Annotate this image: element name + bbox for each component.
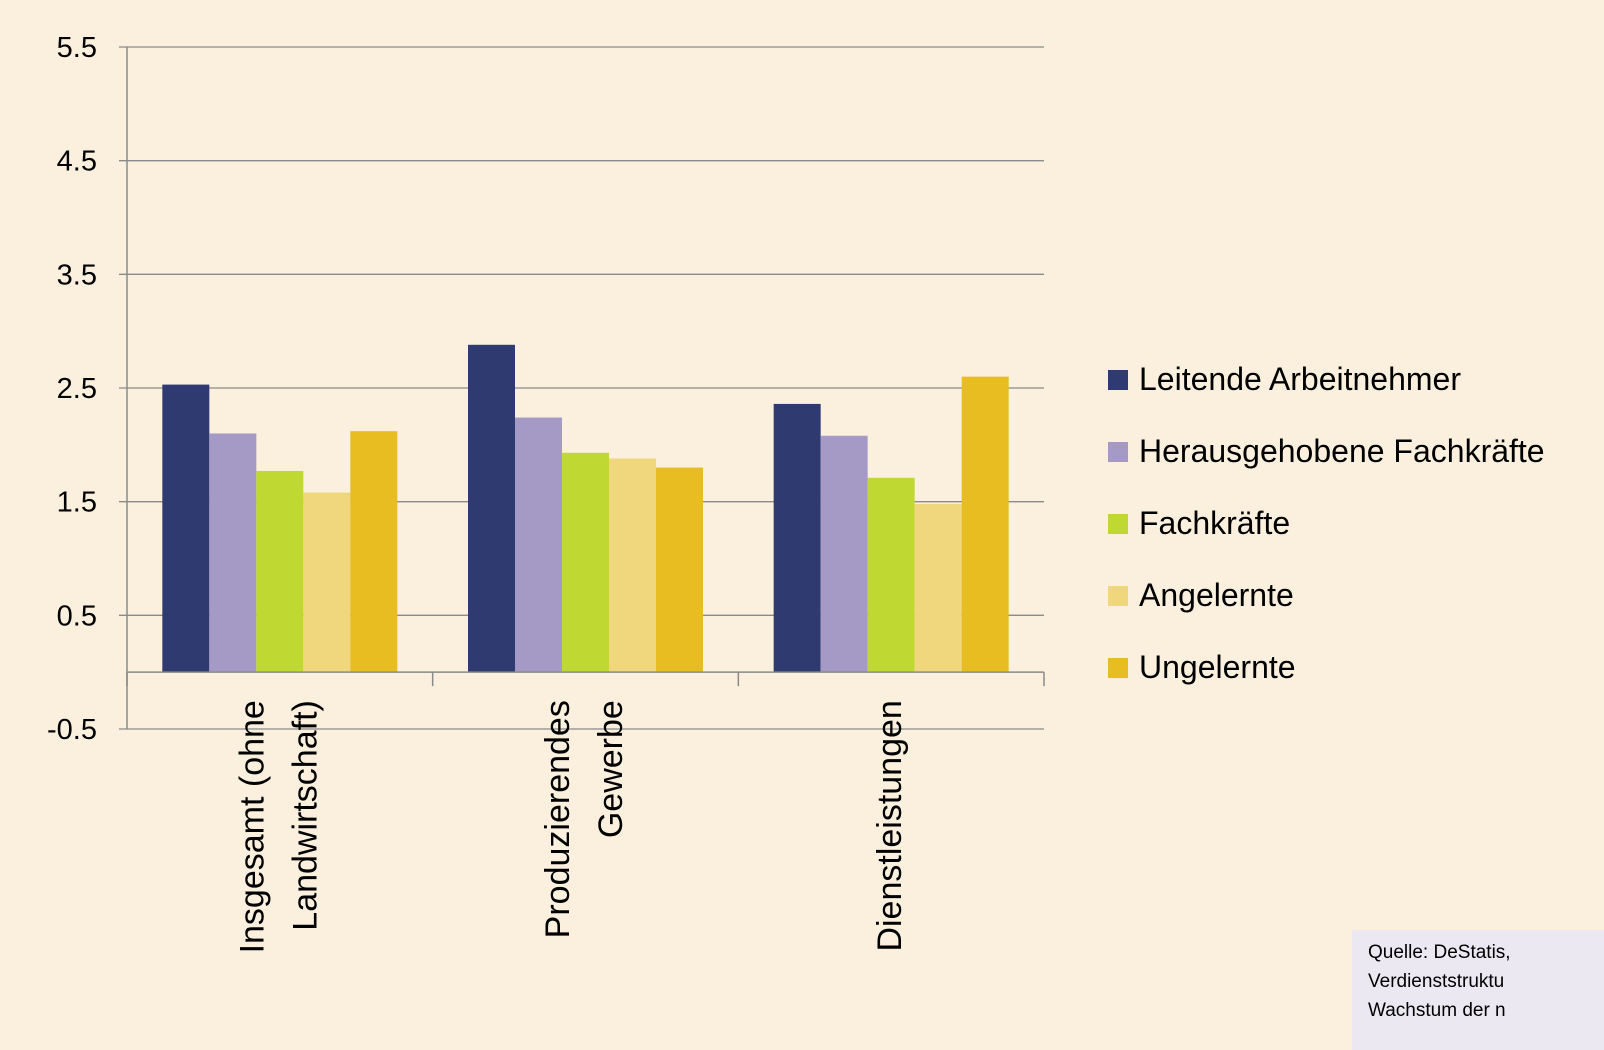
bar: [609, 458, 656, 673]
x-category-label: Landwirtschaft): [286, 700, 324, 931]
y-tick-label: 0.5: [57, 600, 97, 632]
source-line: Verdienststruktu: [1368, 971, 1505, 992]
bar: [656, 467, 703, 673]
legend-label: Angelernte: [1139, 577, 1294, 613]
y-tick-label: 5.5: [57, 32, 97, 64]
y-tick-label: 3.5: [57, 259, 97, 291]
legend-swatch: [1108, 658, 1128, 678]
legend: Leitende Arbeitnehmer Herausgehobene Fach…: [1108, 361, 1545, 685]
bar: [209, 433, 257, 673]
source-line: Wachstum der n: [1368, 1000, 1506, 1021]
y-tick-labels: 5.5 4.5 3.5 2.5 1.5 0.5 -0.5: [47, 32, 97, 746]
bar: [773, 403, 821, 673]
legend-swatch: [1108, 442, 1128, 462]
bar: [515, 417, 562, 673]
legend-swatch: [1108, 370, 1128, 390]
axes: [126, 47, 1045, 729]
x-category-labels: Insgesamt (ohne Landwirtschaft) Produziere…: [233, 700, 909, 953]
bar: [468, 344, 515, 673]
legend-label: Herausgehobene Fachkräfte: [1139, 433, 1545, 469]
legend-label: Leitende Arbeitnehmer: [1139, 361, 1461, 397]
bar: [867, 477, 915, 673]
legend-swatch: [1108, 514, 1128, 534]
legend-swatch: [1108, 586, 1128, 606]
bar: [562, 452, 609, 673]
bar: [162, 384, 210, 673]
bar: [914, 503, 962, 673]
bars: [162, 344, 1009, 673]
bar: [961, 376, 1009, 673]
bar: [256, 470, 304, 673]
y-tick-label: 4.5: [57, 146, 97, 178]
source-note: Quelle: DeStatis, Verdienststruktu Wachs…: [1352, 930, 1604, 1050]
y-tick-label: 2.5: [57, 373, 97, 405]
bar: [303, 492, 351, 673]
x-category-label: Dienstleistungen: [871, 700, 909, 951]
y-tick-label: -0.5: [47, 714, 97, 746]
y-tick-label: 1.5: [57, 487, 97, 519]
x-category-label: Produzierendes: [539, 700, 577, 938]
x-category-label: Insgesamt (ohne: [233, 700, 271, 953]
bar: [820, 435, 868, 673]
legend-label: Fachkräfte: [1139, 505, 1290, 541]
x-category-label: Gewerbe: [592, 700, 630, 838]
legend-label: Ungelernte: [1139, 649, 1296, 685]
source-line: Quelle: DeStatis,: [1368, 942, 1511, 963]
bar: [350, 431, 398, 673]
